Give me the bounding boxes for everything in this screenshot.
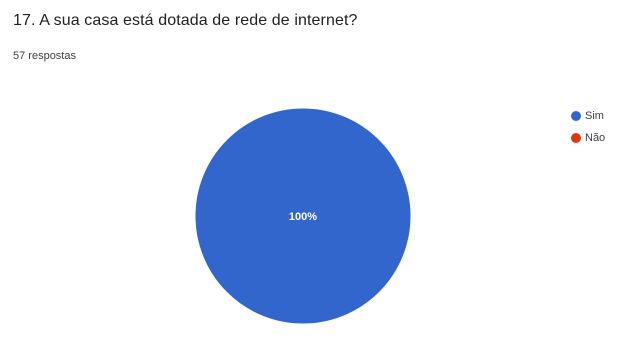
question-title: 17. A sua casa está dotada de rede de in… (13, 12, 358, 29)
legend-label: Sim (585, 109, 604, 122)
pie-slice-sim (194, 107, 412, 325)
chart-legend: Sim Não (571, 108, 605, 152)
pie-data-label: 100% (289, 211, 317, 223)
legend-item: Sim (571, 108, 605, 123)
response-count: 57 respostas (13, 50, 76, 62)
legend-swatch (571, 132, 581, 143)
legend-item: Não (571, 130, 605, 145)
legend-label: Não (585, 131, 606, 144)
legend-swatch (571, 110, 581, 121)
